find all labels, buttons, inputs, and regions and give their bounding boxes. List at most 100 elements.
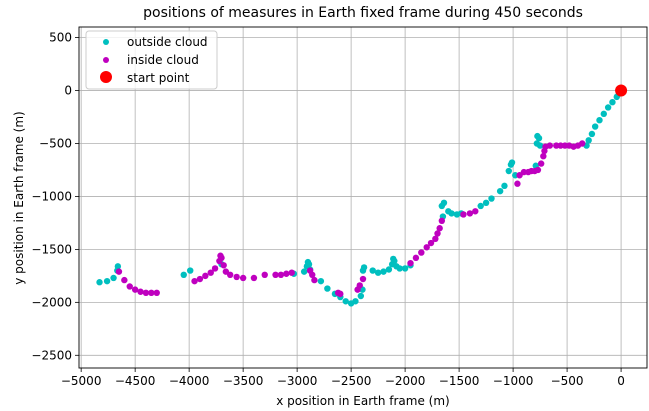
- inside-cloud-point: [537, 160, 545, 167]
- inside-cloud-point: [579, 140, 586, 147]
- plot-area-frame: [78, 26, 648, 369]
- outside-cloud-point: [609, 98, 616, 106]
- outside-cloud-point: [385, 266, 393, 273]
- outside-cloud-point: [401, 265, 409, 272]
- outside-cloud-point: [508, 159, 516, 166]
- x-tick-label: −500: [551, 374, 584, 388]
- legend: outside cloud inside cloud start point: [85, 30, 218, 90]
- inside-cloud-point: [272, 271, 279, 279]
- inside-cloud-point: [202, 272, 209, 280]
- outside-cloud-point: [180, 271, 187, 279]
- outside-cloud-point: [505, 167, 512, 175]
- outside-cloud-point: [391, 257, 398, 265]
- outside-cloud-point: [114, 263, 122, 270]
- x-tick-label: −3000: [277, 374, 318, 388]
- outside-cloud-point: [342, 298, 349, 305]
- legend-marker-inside-cloud: [103, 57, 109, 63]
- x-tick-label: 0: [617, 374, 625, 388]
- x-tick-label: −2500: [331, 374, 372, 388]
- axis-ticks: −5000 −4500 −4000 −3500 −3000 −2500 −2000 −1500…: [31, 31, 624, 388]
- inside-cloud-point: [359, 275, 367, 283]
- inside-cloud-point: [277, 271, 285, 279]
- outside-cloud-point: [588, 130, 596, 138]
- chart-title: positions of measures in Earth fixed fra…: [143, 5, 583, 21]
- outside-cloud-point: [535, 135, 543, 142]
- outside-cloud-point: [187, 267, 194, 274]
- legend-label-inside-cloud: inside cloud: [127, 53, 199, 67]
- legend-marker-start-point: [100, 71, 112, 83]
- legend-label-start-point: start point: [127, 71, 190, 85]
- outside-cloud-point: [360, 264, 368, 271]
- outside-cloud-point: [501, 182, 508, 190]
- inside-cloud-point: [337, 290, 344, 298]
- start-point-point: [615, 84, 628, 97]
- inside-cloud-point: [131, 286, 139, 293]
- inside-cloud-point: [142, 289, 150, 297]
- outside-cloud-point: [482, 199, 490, 206]
- outside-cloud-point: [96, 279, 103, 286]
- x-axis-label: x position in Earth frame (m): [276, 394, 449, 408]
- inside-cloud-point: [250, 274, 258, 282]
- inside-cloud-point: [261, 271, 268, 279]
- inside-cloud-point: [423, 244, 430, 251]
- inside-cloud-point: [153, 289, 160, 297]
- legend-label-outside-cloud: outside cloud: [127, 35, 208, 49]
- x-tick-label: −2000: [385, 374, 426, 388]
- inside-cloud-point: [207, 269, 214, 276]
- outside-cloud-point: [380, 268, 387, 275]
- outside-cloud-point: [305, 261, 313, 268]
- x-tick-label: −4500: [115, 374, 156, 388]
- inside-cloud-point: [466, 210, 474, 217]
- outside-cloud-point: [591, 123, 599, 130]
- inside-cloud-point: [546, 142, 554, 149]
- x-tick-label: −3500: [223, 374, 264, 388]
- inside-cloud-point: [126, 283, 133, 290]
- y-tick-label: −1000: [31, 189, 72, 203]
- outside-cloud-point: [396, 265, 403, 272]
- x-tick-label: −1500: [439, 374, 480, 388]
- legend-marker-outside-cloud: [103, 39, 109, 45]
- outside-cloud-point: [448, 210, 455, 217]
- outside-cloud-point: [317, 277, 325, 285]
- legend-box: [85, 30, 218, 90]
- outside-cloud-point: [324, 285, 331, 292]
- outside-cloud-point: [110, 274, 117, 282]
- inside-cloud-point: [438, 217, 446, 224]
- inside-cloud-point: [220, 262, 227, 269]
- outside-cloud-point: [585, 137, 592, 144]
- outside-cloud-point: [488, 195, 495, 202]
- inside-cloud-point: [472, 208, 479, 215]
- x-tick-label: −1000: [493, 374, 534, 388]
- inside-cloud-point: [407, 259, 414, 267]
- y-tick-label: 500: [49, 31, 72, 45]
- outside-cloud-point: [369, 267, 376, 274]
- inside-cloud-point: [239, 274, 247, 282]
- y-tick-label: −500: [39, 136, 72, 150]
- outside-cloud-point: [352, 298, 359, 305]
- inside-cloud-point: [436, 225, 443, 232]
- y-tick-label: −1500: [31, 242, 72, 256]
- y-axis-label: y position in Earth frame (m): [12, 111, 26, 284]
- inside-cloud-point: [121, 276, 128, 284]
- outside-cloud-point: [374, 269, 382, 276]
- inside-cloud-point: [191, 277, 198, 285]
- y-tick-label: −2500: [31, 348, 72, 362]
- inside-cloud-point: [196, 275, 204, 283]
- outside-cloud-point: [536, 142, 544, 149]
- y-tick-label: 0: [64, 84, 72, 98]
- inside-cloud-point: [311, 276, 318, 284]
- inside-cloud-point: [540, 153, 547, 160]
- outside-cloud-point: [600, 110, 608, 118]
- outside-cloud-point: [300, 268, 308, 275]
- inside-cloud-point: [460, 211, 467, 218]
- inside-cloud-point: [432, 235, 439, 242]
- inside-cloud-point: [534, 166, 542, 174]
- outside-cloud-point: [440, 199, 448, 206]
- outside-cloud-point: [477, 202, 484, 210]
- inside-cloud-point: [115, 268, 123, 275]
- inside-cloud-point: [288, 269, 295, 276]
- outside-cloud-point: [596, 116, 603, 124]
- inside-cloud-point: [418, 249, 425, 256]
- inside-cloud-point: [356, 282, 363, 289]
- inside-cloud-point: [233, 273, 240, 281]
